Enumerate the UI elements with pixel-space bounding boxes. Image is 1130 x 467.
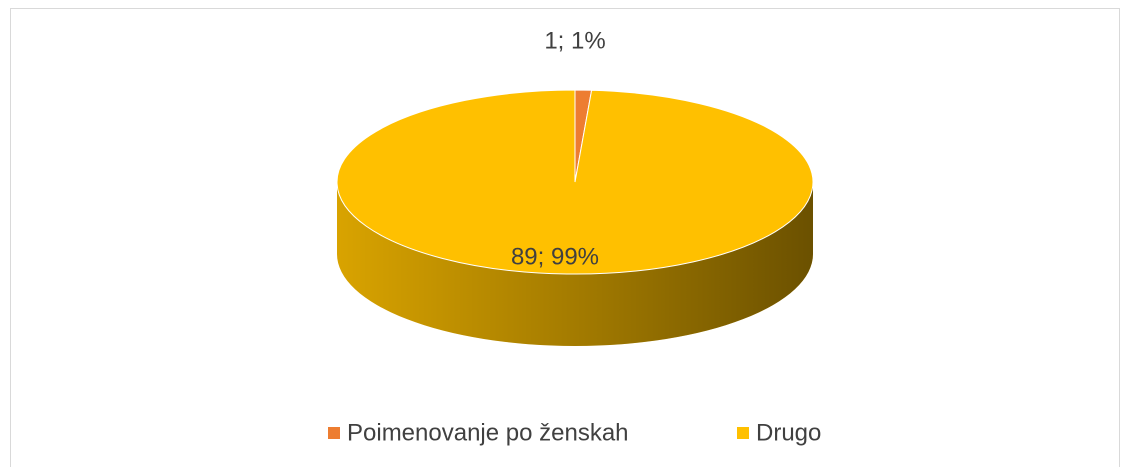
- legend-label: Drugo: [756, 419, 821, 446]
- legend-swatch: [328, 427, 340, 439]
- data-label: 1; 1%: [544, 27, 605, 54]
- plot-area: 1; 1% 89; 99%: [336, 27, 814, 346]
- pie-slice: [336, 89, 814, 275]
- legend: Poimenovanje po ženskah Drugo: [328, 419, 821, 446]
- pie-side-shade: [337, 182, 813, 346]
- data-label: 89; 99%: [511, 243, 599, 270]
- legend-label: Poimenovanje po ženskah: [347, 419, 629, 446]
- chart-border: [10, 8, 1120, 467]
- legend-swatch: [737, 427, 749, 439]
